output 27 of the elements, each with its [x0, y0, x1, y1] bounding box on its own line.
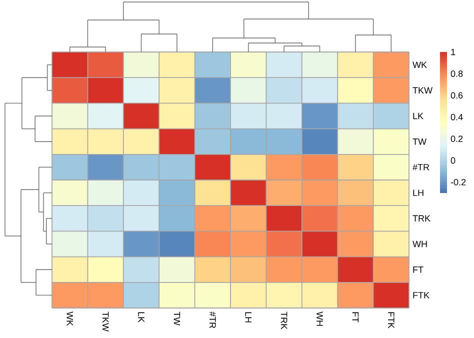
x-tick-label: FT: [352, 312, 359, 322]
x-tick-label: LH: [245, 312, 252, 322]
y-tick-label: #TR: [412, 164, 430, 170]
x-tick-label: WK: [66, 312, 73, 326]
y-tick-label: LK: [413, 112, 424, 120]
x-tick-label: TRK: [280, 312, 288, 330]
x-tick-label: #TR: [210, 312, 216, 328]
y-tick-label: FT: [413, 266, 424, 273]
color-bar-label: 0.6: [450, 92, 463, 99]
y-tick-label: TKW: [412, 87, 432, 94]
color-bar-label: -0.2: [450, 178, 466, 186]
y-tick-label: WK: [412, 62, 427, 68]
x-tick-label: WH: [316, 312, 323, 326]
y-tick-label: WH: [412, 240, 427, 248]
x-tick-label: FTK: [388, 312, 394, 328]
color-bar-label: 0.4: [450, 114, 463, 120]
y-tick-label: TRK: [412, 215, 430, 222]
x-tick-label: TKW: [102, 312, 109, 332]
y-tick-label: LH: [413, 190, 424, 196]
y-tick-label: TW: [412, 138, 426, 145]
color-bar-label: 0.2: [450, 136, 463, 142]
y-tick-label: FTK: [413, 292, 430, 298]
x-tick-label: LK: [138, 312, 144, 322]
color-bar-label: 1: [451, 48, 456, 56]
color-bar-label: 0: [450, 157, 456, 164]
color-bar-label: 0.8: [450, 70, 463, 77]
x-tick-label: TW: [174, 312, 180, 326]
